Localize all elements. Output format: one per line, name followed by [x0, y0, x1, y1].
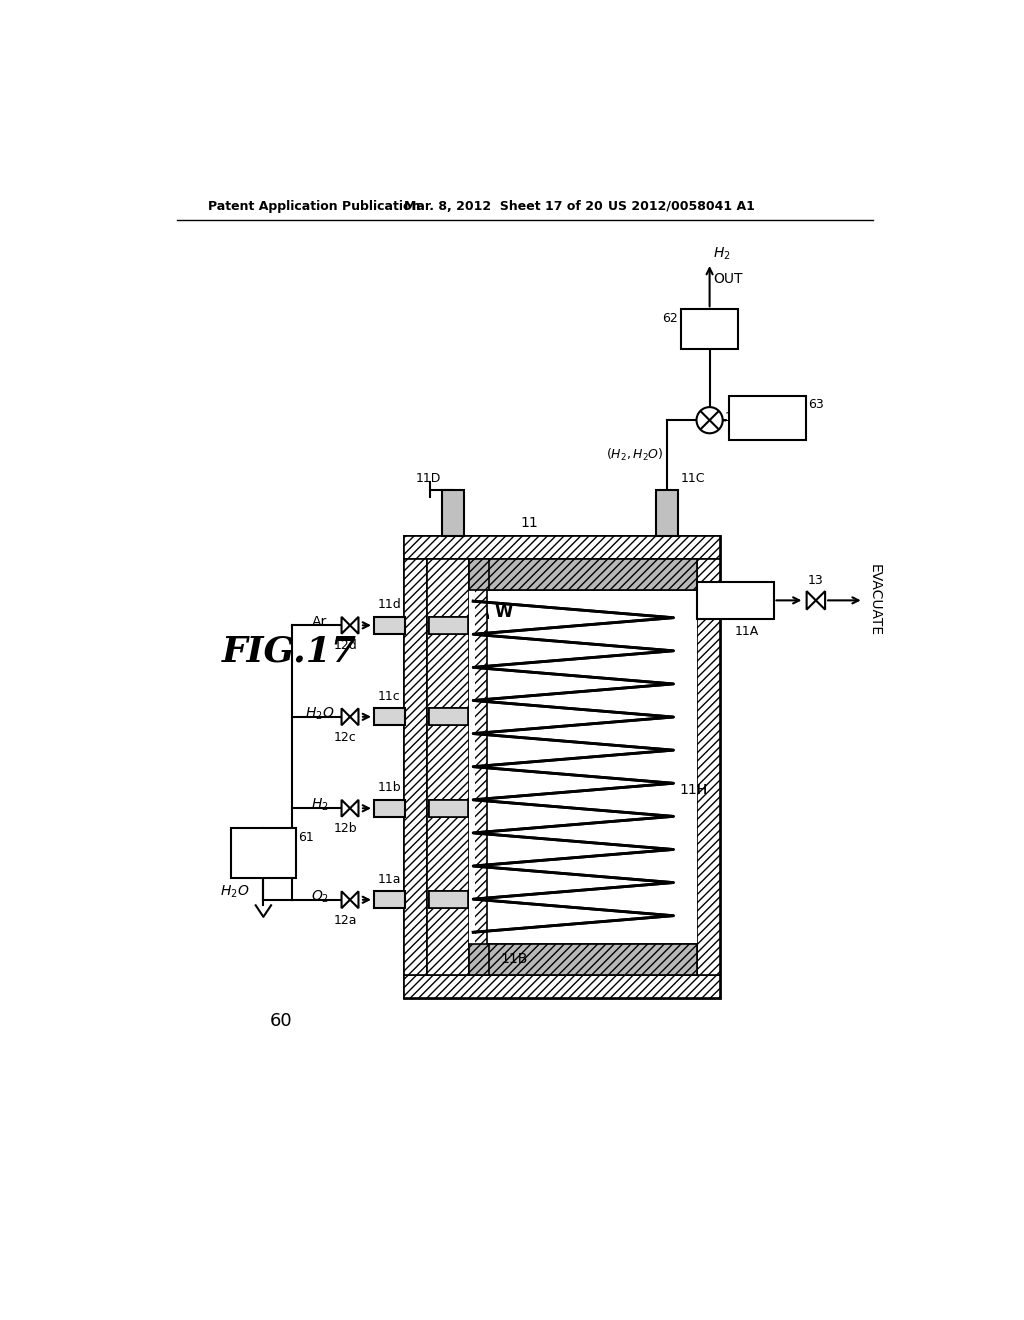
Text: 11H: 11H [680, 783, 708, 797]
Polygon shape [342, 709, 350, 725]
Bar [429, 616, 468, 634]
Bar [729, 396, 806, 441]
Bar [469, 944, 696, 974]
Text: Ar: Ar [312, 615, 328, 630]
Text: 63: 63 [808, 397, 824, 411]
Text: 11a: 11a [378, 873, 401, 886]
Text: 11A: 11A [734, 626, 759, 638]
Text: $H_2O$: $H_2O$ [220, 884, 250, 900]
Bar [429, 709, 468, 725]
Bar [656, 490, 678, 536]
Polygon shape [350, 800, 358, 817]
Bar [374, 800, 404, 817]
Polygon shape [342, 891, 350, 908]
Text: 15: 15 [725, 412, 741, 425]
Text: Filter: Filter [692, 322, 727, 337]
Text: W: W [495, 603, 513, 622]
Polygon shape [350, 709, 358, 725]
Text: $H_2$: $H_2$ [311, 797, 329, 813]
Polygon shape [342, 800, 350, 817]
Polygon shape [350, 891, 358, 908]
Text: 62: 62 [662, 313, 678, 326]
Text: 13: 13 [808, 574, 823, 587]
Bar [427, 558, 696, 974]
Bar [473, 558, 487, 974]
Polygon shape [816, 591, 825, 610]
Bar [488, 558, 696, 974]
Bar [469, 558, 475, 974]
Bar [429, 800, 468, 817]
Text: $H_2$: $H_2$ [714, 246, 731, 261]
Polygon shape [342, 616, 350, 634]
Polygon shape [807, 591, 816, 610]
Bar [429, 616, 468, 634]
Bar [469, 558, 696, 590]
Bar [403, 536, 720, 998]
Text: Patent Application Publication: Patent Application Publication [208, 199, 420, 213]
Bar [403, 536, 720, 558]
Text: 11b: 11b [378, 781, 401, 795]
Text: 11H: 11H [680, 783, 708, 797]
Text: 11d: 11d [378, 598, 401, 611]
Bar [230, 829, 296, 878]
Text: 12d: 12d [334, 639, 357, 652]
Text: 61: 61 [298, 832, 314, 845]
Text: OUT: OUT [714, 272, 743, 286]
Text: STORAGE: STORAGE [737, 412, 798, 425]
Bar [403, 974, 720, 998]
Text: 11B: 11B [536, 952, 562, 966]
Bar [696, 582, 773, 619]
Bar [442, 490, 464, 536]
Bar [374, 709, 404, 725]
Text: Mar. 8, 2012  Sheet 17 of 20: Mar. 8, 2012 Sheet 17 of 20 [403, 199, 603, 213]
Text: 60: 60 [269, 1012, 292, 1030]
Text: 11D: 11D [416, 471, 441, 484]
Bar [429, 891, 468, 908]
Bar [429, 800, 468, 817]
Bar [488, 944, 696, 974]
Bar [427, 558, 469, 974]
Text: 11: 11 [520, 516, 539, 529]
Bar [488, 558, 696, 590]
Text: 12c: 12c [334, 731, 356, 743]
Bar [681, 309, 738, 350]
Text: W: W [475, 605, 494, 623]
Bar [429, 709, 468, 725]
Text: Filter: Filter [246, 846, 281, 861]
Text: $(H_2,H_2O)$: $(H_2,H_2O)$ [606, 446, 664, 463]
Bar [469, 558, 696, 974]
Polygon shape [350, 616, 358, 634]
Bar [403, 558, 427, 974]
Text: 12a: 12a [334, 913, 357, 927]
Text: 12b: 12b [334, 822, 357, 836]
Text: 11C: 11C [680, 471, 705, 484]
Bar [374, 891, 404, 908]
Text: $H_2O$: $H_2O$ [305, 705, 335, 722]
Text: 11c: 11c [378, 690, 400, 704]
Bar [695, 582, 720, 619]
Bar [696, 558, 720, 974]
Text: EVACUATE: EVACUATE [867, 565, 882, 636]
Bar [374, 616, 404, 634]
Circle shape [696, 407, 723, 433]
Text: FIG.17: FIG.17 [221, 634, 356, 668]
Bar [429, 891, 468, 908]
Text: $O_2$: $O_2$ [311, 888, 329, 906]
Text: US 2012/0058041 A1: US 2012/0058041 A1 [608, 199, 755, 213]
Text: 11B: 11B [501, 952, 527, 966]
